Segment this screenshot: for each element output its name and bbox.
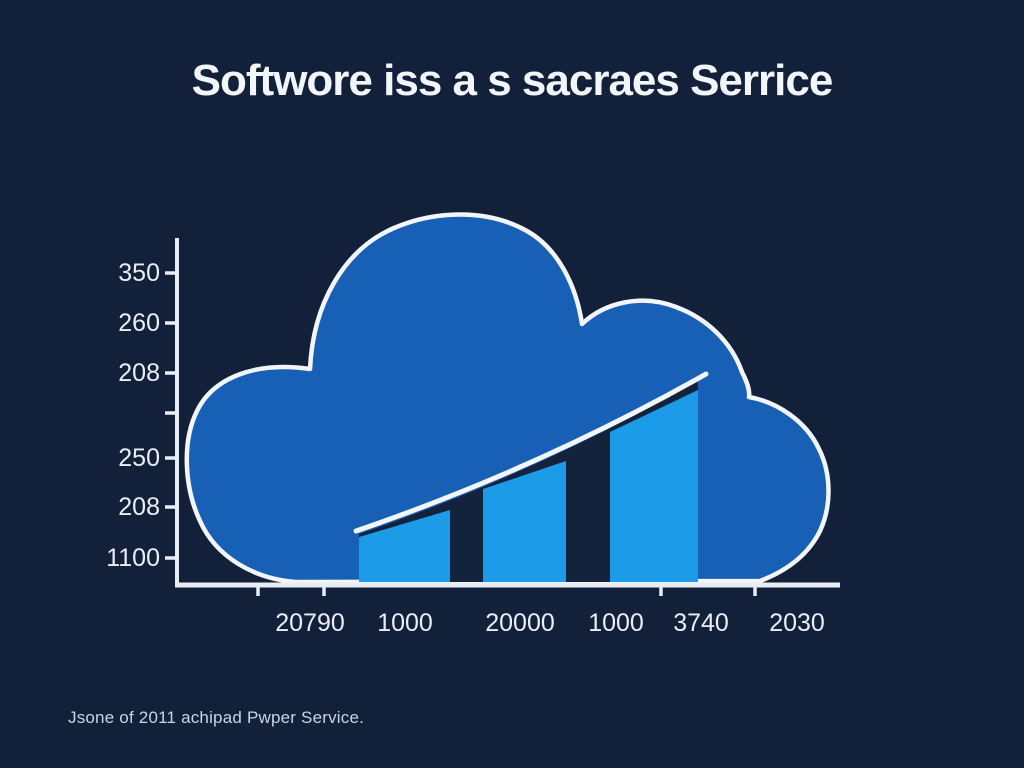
trend-line: [353, 371, 709, 534]
page-title: Softwore iss a s sacraes Serrice: [191, 56, 834, 105]
y-tick-label: 1100: [106, 544, 160, 572]
bar-2: [483, 461, 566, 582]
x-tick-label: 20790: [275, 609, 345, 637]
x-tick-label: 1000: [377, 609, 433, 637]
y-axis-ticks: [165, 271, 177, 560]
bar-3: [610, 390, 698, 582]
bar-1: [359, 510, 450, 582]
y-tick-label: 208: [118, 493, 160, 521]
x-axis-ticks: [256, 585, 757, 596]
y-tick-label: 208: [118, 359, 160, 387]
x-tick-label: 20000: [485, 609, 555, 637]
x-tick-label: 1000: [588, 609, 644, 637]
footer-caption: Jsone of 2011 achipad Pwper Service.: [68, 708, 365, 727]
x-tick-label: 3740: [673, 609, 729, 637]
y-tick-label: 250: [118, 444, 160, 472]
y-tick-label: 350: [118, 259, 160, 287]
y-tick-label: 260: [118, 309, 160, 337]
x-tick-label: 2030: [769, 609, 825, 637]
